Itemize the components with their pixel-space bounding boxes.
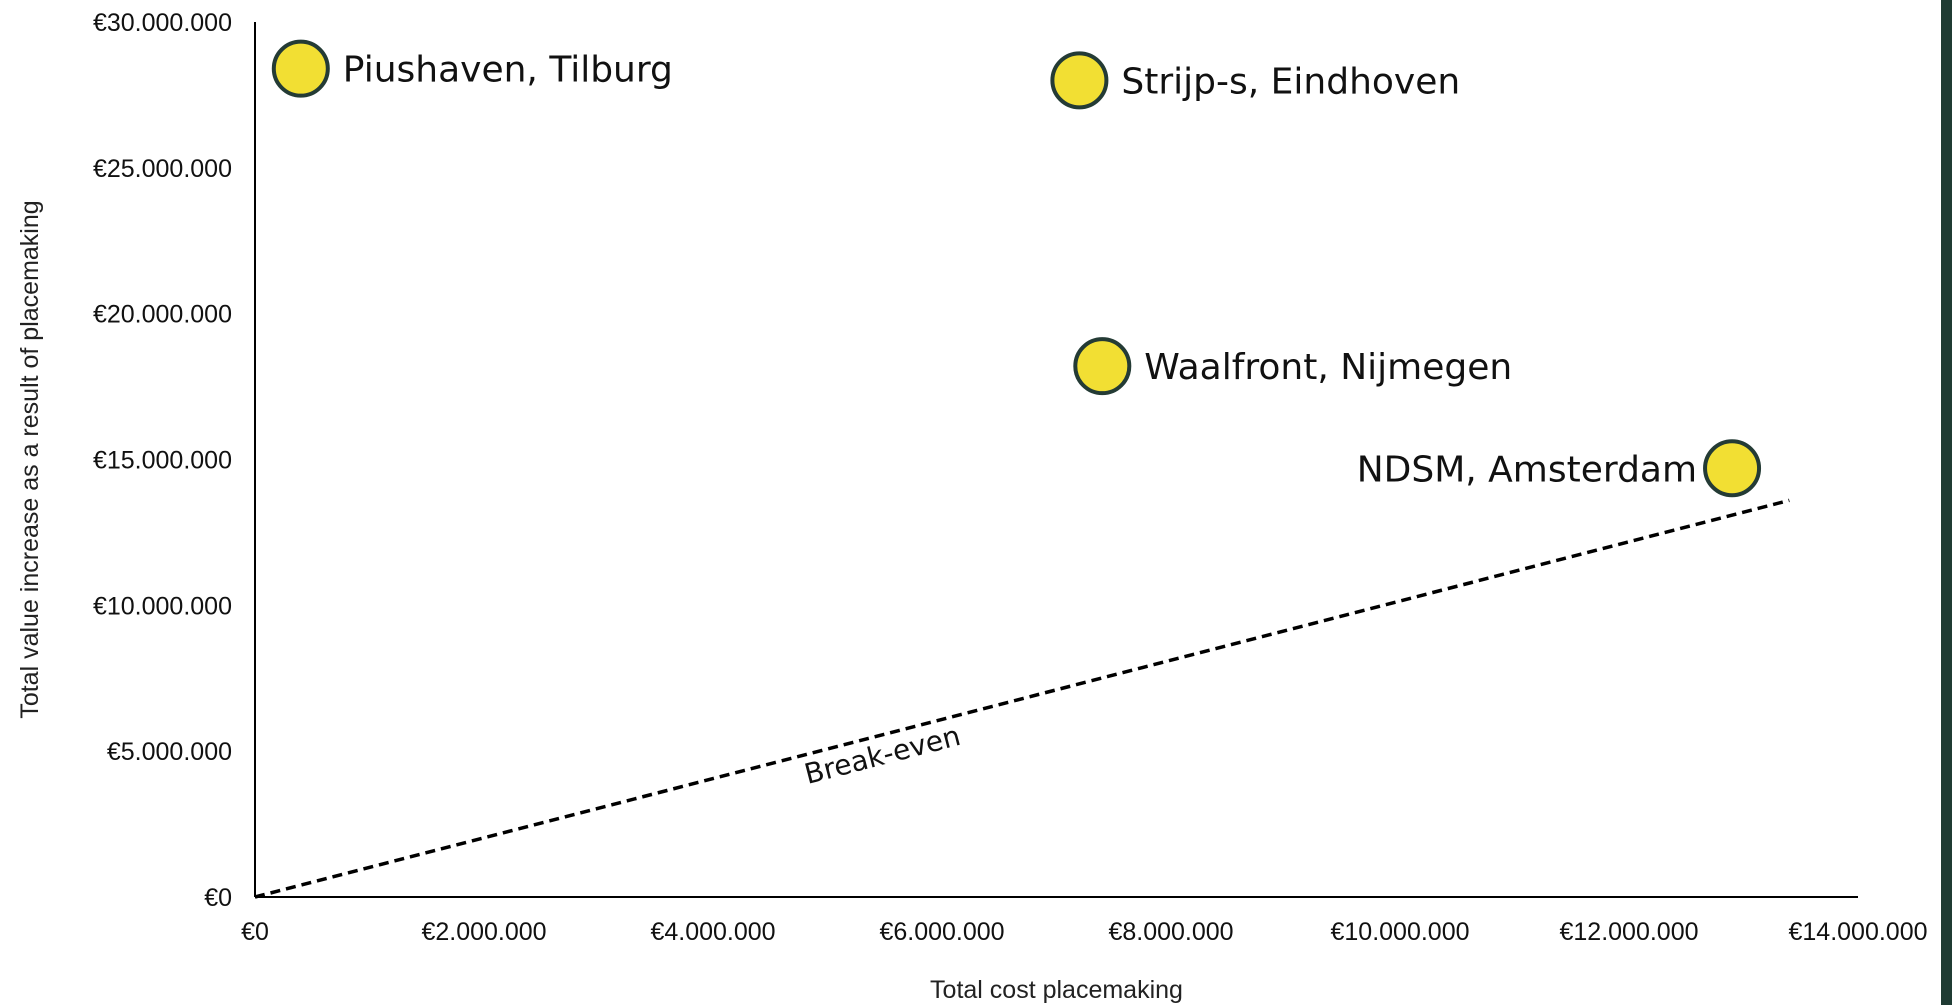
x-tick-label: €8.000.000 [1108,918,1233,946]
data-point-label: NDSM, Amsterdam [1357,449,1697,490]
y-axis-title: Total value increase as a result of plac… [16,200,44,718]
x-tick-label: €2.000.000 [421,918,546,946]
edge-stripe [1941,0,1952,1005]
data-point-marker [1703,439,1762,498]
x-tick-label: €0 [241,918,269,946]
axes [254,22,1858,898]
data-point-marker [271,39,330,98]
data-point-label: Piushaven, Tilburg [343,50,673,91]
data-point-label: Waalfront, Nijmegen [1144,347,1512,388]
x-tick-label: €12.000.000 [1559,918,1698,946]
y-tick-label: €0 [204,884,232,912]
y-tick-label: €5.000.000 [107,738,232,766]
y-tick-label: €10.000.000 [93,592,232,620]
data-point-marker [1050,51,1109,110]
x-tick-label: €14.000.000 [1788,918,1927,946]
y-tick-label: €20.000.000 [93,301,232,329]
x-tick-label: €4.000.000 [650,918,775,946]
data-point-label: Strijp-s, Eindhoven [1121,61,1460,102]
x-tick-label: €6.000.000 [879,918,1004,946]
y-tick-labels: €0 €5.000.000 €10.000.000 €15.000.000 €20.00… [93,9,232,912]
y-tick-label: €15.000.000 [93,447,232,475]
y-tick-label: €30.000.000 [93,9,232,37]
break-even-layer: Break-even [254,498,1790,899]
y-tick-label: €25.000.000 [93,155,232,183]
break-even-line [254,498,1790,899]
x-tick-label: €10.000.000 [1330,918,1469,946]
x-tick-labels: €0 €2.000.000 €4.000.000 €6.000.000 €8.000.0… [241,918,1927,946]
x-axis-title: Total cost placemaking [930,976,1183,1004]
break-even-label: Break-even [801,719,964,791]
data-points: Piushaven, Tilburg Strijp-s, Eindhoven Waa… [271,39,1762,498]
data-point-marker [1073,337,1132,396]
